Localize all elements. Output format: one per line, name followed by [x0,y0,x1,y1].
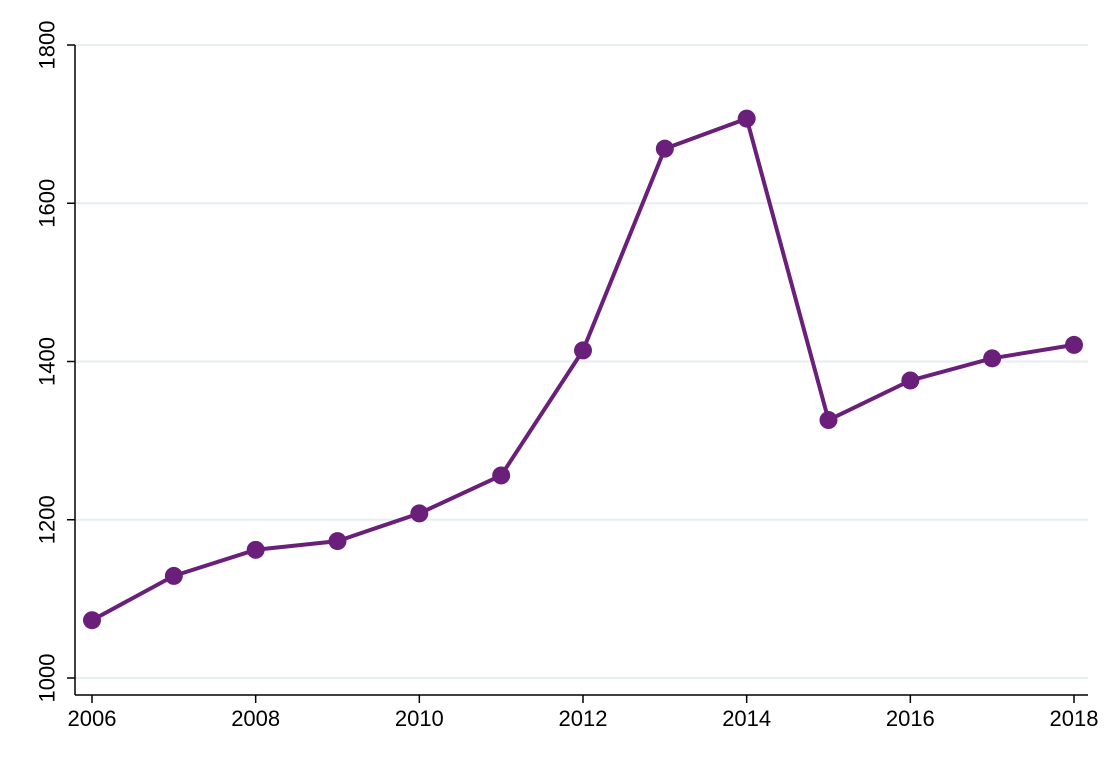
data-point-2014 [737,109,756,128]
data-point-2010 [410,504,429,523]
series [83,109,1083,630]
x-tick-label: 2016 [886,706,935,731]
x-axis-ticks: 2006 2008 2010 2012 2014 2016 2018 [68,695,1099,731]
x-tick-label: 2018 [1050,706,1099,731]
y-tick-label: 1800 [35,21,60,70]
x-tick-label: 2012 [559,706,608,731]
series-line [91,116,1075,622]
x-tick-label: 2008 [231,706,280,731]
data-point-2009 [328,532,347,551]
gridlines [75,44,1088,679]
y-tick-label: 1200 [35,495,60,544]
data-point-2015 [819,411,838,430]
axes [74,45,1088,696]
y-axis-ticks: 1000 1200 1400 1600 1800 [35,21,75,703]
data-point-2011 [492,466,511,485]
data-point-2018 [1065,335,1083,354]
x-tick-label: 2006 [68,706,117,731]
data-point-2008 [246,540,265,559]
y-tick-label: 1000 [35,654,60,703]
y-tick-label: 1600 [35,179,60,228]
data-point-2012 [574,341,592,360]
data-point-2006 [83,611,101,630]
data-point-2017 [983,349,1002,368]
data-point-2013 [655,139,674,158]
y-tick-label: 1400 [35,337,60,386]
data-point-2007 [164,566,183,585]
x-tick-label: 2010 [395,706,444,731]
data-point-2016 [901,371,920,390]
x-tick-label: 2014 [722,706,771,731]
